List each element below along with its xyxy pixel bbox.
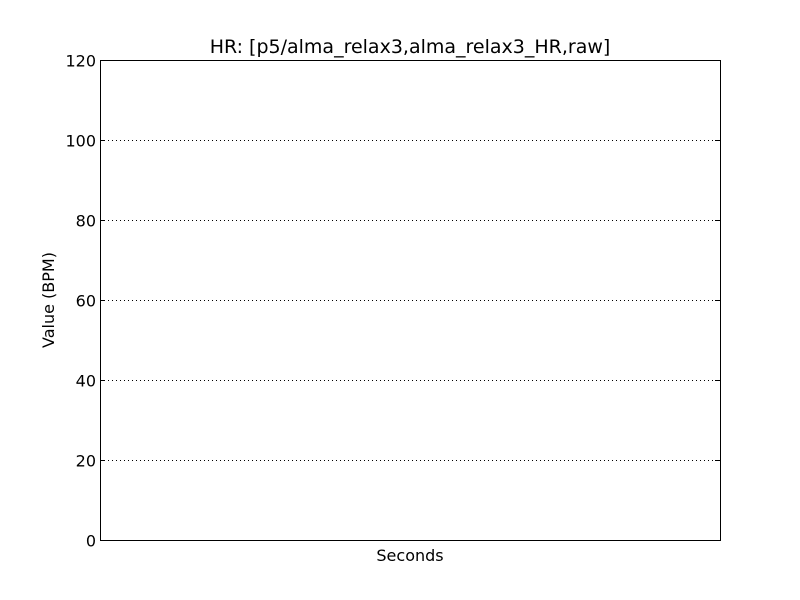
y-axis-ticks: 0 20 40 60 80 100 120 [65, 52, 720, 551]
y-tick-label: 100 [65, 132, 96, 151]
y-tick-label: 0 [86, 532, 96, 551]
y-axis-title: Value (BPM) [39, 252, 58, 348]
y-tick-label: 80 [76, 212, 96, 231]
y-tick-label: 60 [76, 292, 96, 311]
grid-layer [100, 140, 720, 461]
x-axis-title: Seconds [376, 546, 443, 565]
y-tick-label: 20 [76, 452, 96, 471]
y-tick-label: 40 [76, 372, 96, 391]
chart-title: HR: [p5/alma_relax3,alma_relax3_HR,raw] [210, 36, 611, 58]
y-tick-label: 120 [65, 52, 96, 71]
